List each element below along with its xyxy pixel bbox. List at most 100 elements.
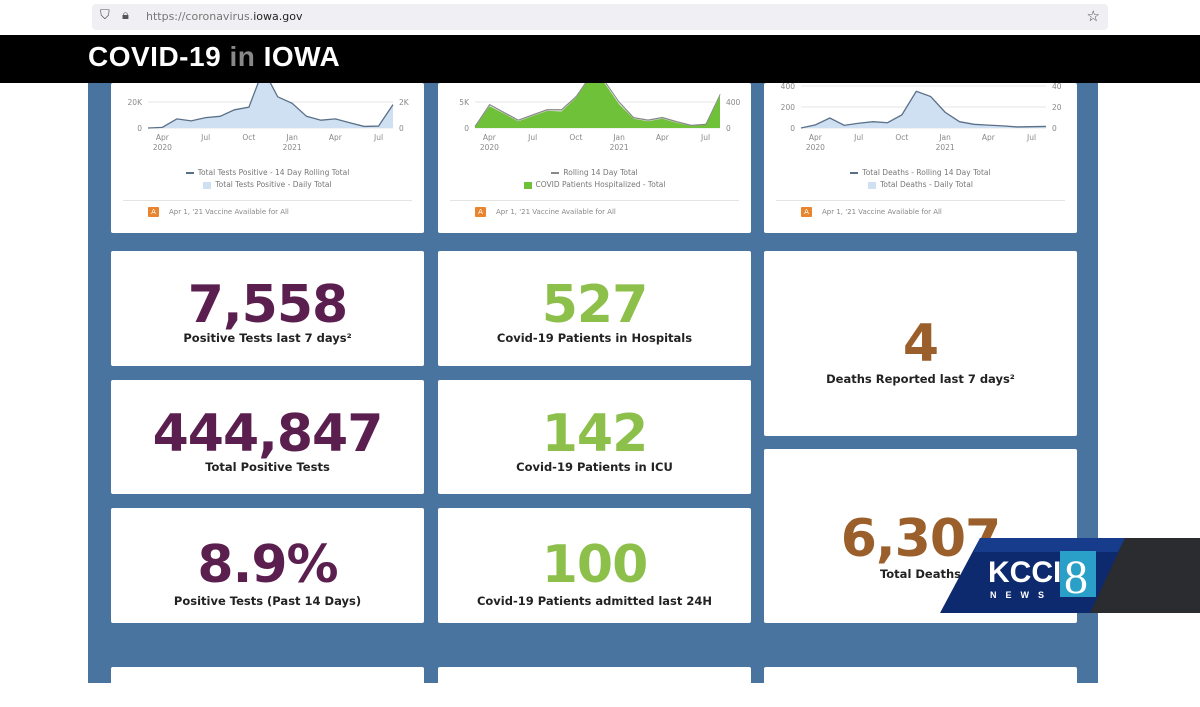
stat-positivity-14d: 8.9% Positive Tests (Past 14 Days) bbox=[111, 508, 424, 623]
x-tick-label: Jul bbox=[700, 133, 710, 142]
banner-title: COVID-19 in IOWA bbox=[88, 41, 341, 72]
divider bbox=[123, 200, 412, 201]
legend-item[interactable]: Total Tests Positive - Daily Total bbox=[111, 179, 424, 191]
star-icon[interactable]: ☆ bbox=[1086, 7, 1100, 25]
series-area bbox=[148, 83, 393, 128]
lock-icon[interactable]: 🔒︎ bbox=[122, 8, 129, 23]
stat-value: 142 bbox=[541, 404, 649, 464]
series-line bbox=[147, 83, 394, 129]
y-tick-label-right: 0 bbox=[726, 124, 731, 133]
y-tick-label-left: 0 bbox=[464, 124, 469, 133]
vaccine-annotation: A Apr 1, '21 Vaccine Available for All bbox=[801, 207, 942, 217]
x-tick-label: Oct bbox=[569, 133, 582, 142]
legend-swatch bbox=[868, 181, 877, 189]
chart-card-positive-tests: 0 0 20K 2K Apr 2020 Jul Oct Jan 2021 Apr Jul Total T… bbox=[111, 83, 424, 233]
card-next-row bbox=[111, 667, 424, 707]
y-tick-label-right: 400 bbox=[726, 98, 741, 107]
y-tick-label-left: 5K bbox=[459, 98, 470, 107]
svg-text:8: 8 bbox=[1064, 551, 1088, 604]
legend-label: Total Tests Positive - 14 Day Rolling To… bbox=[197, 168, 350, 177]
legend-swatch bbox=[850, 172, 859, 174]
vaccine-annotation: A Apr 1, '21 Vaccine Available for All bbox=[148, 207, 289, 217]
card-next-row bbox=[764, 667, 1077, 707]
kcci-news-logo: KCCI NEWS 8 bbox=[940, 538, 1200, 613]
x-tick-year: 2020 bbox=[153, 143, 172, 152]
y-tick-label-left: 400 bbox=[781, 83, 796, 91]
legend-item[interactable]: Total Deaths - Daily Total bbox=[764, 179, 1077, 191]
stat-icu: 142 Covid-19 Patients in ICU bbox=[438, 380, 751, 494]
dashboard-panel: 0 0 20K 2K Apr 2020 Jul Oct Jan 2021 Apr Jul Total T… bbox=[88, 83, 1098, 707]
stat-deaths-7d: 4 Deaths Reported last 7 days² bbox=[764, 251, 1077, 436]
y-tick-label-left: 200 bbox=[781, 103, 796, 112]
y-tick-label-right: 2K bbox=[399, 98, 410, 107]
x-tick-label: Apr bbox=[982, 133, 996, 142]
x-tick-label: Apr bbox=[483, 133, 497, 142]
annotation-badge: A bbox=[475, 207, 486, 217]
stat-hospitalized: 527 Covid-19 Patients in Hospitals bbox=[438, 251, 751, 366]
y-tick-label-left: 0 bbox=[790, 124, 795, 133]
series-line-highlight bbox=[474, 83, 721, 126]
series-area bbox=[801, 91, 1046, 128]
x-tick-label: Jul bbox=[200, 133, 210, 142]
chart-legend: Total Tests Positive - 14 Day Rolling To… bbox=[111, 167, 424, 191]
x-tick-year: 2021 bbox=[610, 143, 629, 152]
x-tick-label: Jul bbox=[527, 133, 537, 142]
card-next-row bbox=[438, 667, 751, 707]
stat-total-positive: 444,847 Total Positive Tests bbox=[111, 380, 424, 494]
x-tick-label: Apr bbox=[656, 133, 670, 142]
y-tick-label-right: 0 bbox=[399, 124, 404, 133]
vaccine-annotation: A Apr 1, '21 Vaccine Available for All bbox=[475, 207, 616, 217]
chart-legend: Total Deaths - Rolling 14 Day Total Total… bbox=[764, 167, 1077, 191]
annotation-text: Apr 1, '21 Vaccine Available for All bbox=[169, 208, 289, 216]
annotation-badge: A bbox=[148, 207, 159, 217]
chart-card-hospitalized: 0 0 5K 400 Apr 2020 Jul Oct Jan 2021 Apr Jul Rolling… bbox=[438, 83, 751, 233]
legend-swatch bbox=[523, 181, 532, 189]
x-tick-label: Jan bbox=[612, 133, 625, 142]
stat-label: Covid-19 Patients in Hospitals bbox=[496, 331, 693, 345]
legend-item[interactable]: Total Tests Positive - 14 Day Rolling To… bbox=[111, 167, 424, 179]
legend-item[interactable]: Rolling 14 Day Total bbox=[438, 167, 751, 179]
stat-positive-7d: 7,558 Positive Tests last 7 days² bbox=[111, 251, 424, 366]
x-tick-label: Jan bbox=[938, 133, 951, 142]
annotation-text: Apr 1, '21 Vaccine Available for All bbox=[822, 208, 942, 216]
stat-value: 527 bbox=[541, 275, 649, 335]
legend-swatch bbox=[551, 172, 560, 174]
x-tick-year: 2021 bbox=[936, 143, 955, 152]
stat-value: 8.9% bbox=[197, 535, 338, 595]
legend-item[interactable]: Total Deaths - Rolling 14 Day Total bbox=[764, 167, 1077, 179]
legend-label: COVID Patients Hospitalized - Total bbox=[535, 180, 666, 189]
x-tick-label: Jul bbox=[373, 133, 383, 142]
address-bar[interactable]: ⛉ 🔒︎ https://coronavirus.iowa.gov ☆ bbox=[92, 4, 1108, 30]
stat-value: 4 bbox=[902, 314, 939, 374]
x-tick-label: Jul bbox=[853, 133, 863, 142]
legend-item[interactable]: COVID Patients Hospitalized - Total bbox=[438, 179, 751, 191]
y-tick-label-left: 0 bbox=[137, 124, 142, 133]
y-tick-label-left: 20K bbox=[128, 98, 144, 107]
x-tick-label: Apr bbox=[329, 133, 343, 142]
x-tick-year: 2021 bbox=[283, 143, 302, 152]
x-tick-label: Oct bbox=[242, 133, 255, 142]
legend-label: Rolling 14 Day Total bbox=[563, 168, 638, 177]
shield-icon[interactable]: ⛉ bbox=[100, 8, 110, 23]
stat-label: Total Positive Tests bbox=[205, 460, 330, 474]
stat-value: 7,558 bbox=[187, 275, 348, 335]
url-text[interactable]: https://coronavirus.iowa.gov bbox=[146, 10, 303, 23]
stat-label: Deaths Reported last 7 days² bbox=[826, 372, 1015, 386]
stat-label: Covid-19 Patients admitted last 24H bbox=[476, 594, 713, 608]
kcci-logo-graphic: KCCI NEWS 8 bbox=[940, 538, 1200, 613]
svg-text:NEWS: NEWS bbox=[990, 590, 1053, 600]
stat-label: Positive Tests last 7 days² bbox=[183, 331, 352, 345]
x-tick-year: 2020 bbox=[806, 143, 825, 152]
series-line bbox=[474, 83, 721, 127]
x-tick-label: Apr bbox=[156, 133, 170, 142]
svg-text:KCCI: KCCI bbox=[988, 556, 1061, 589]
series-area bbox=[475, 83, 720, 128]
stat-label: Positive Tests (Past 14 Days) bbox=[173, 594, 362, 608]
divider bbox=[776, 200, 1065, 201]
y-tick-label-right: 40 bbox=[1052, 83, 1062, 91]
stat-admitted-24h: 100 Covid-19 Patients admitted last 24H bbox=[438, 508, 751, 623]
legend-swatch bbox=[185, 172, 194, 174]
